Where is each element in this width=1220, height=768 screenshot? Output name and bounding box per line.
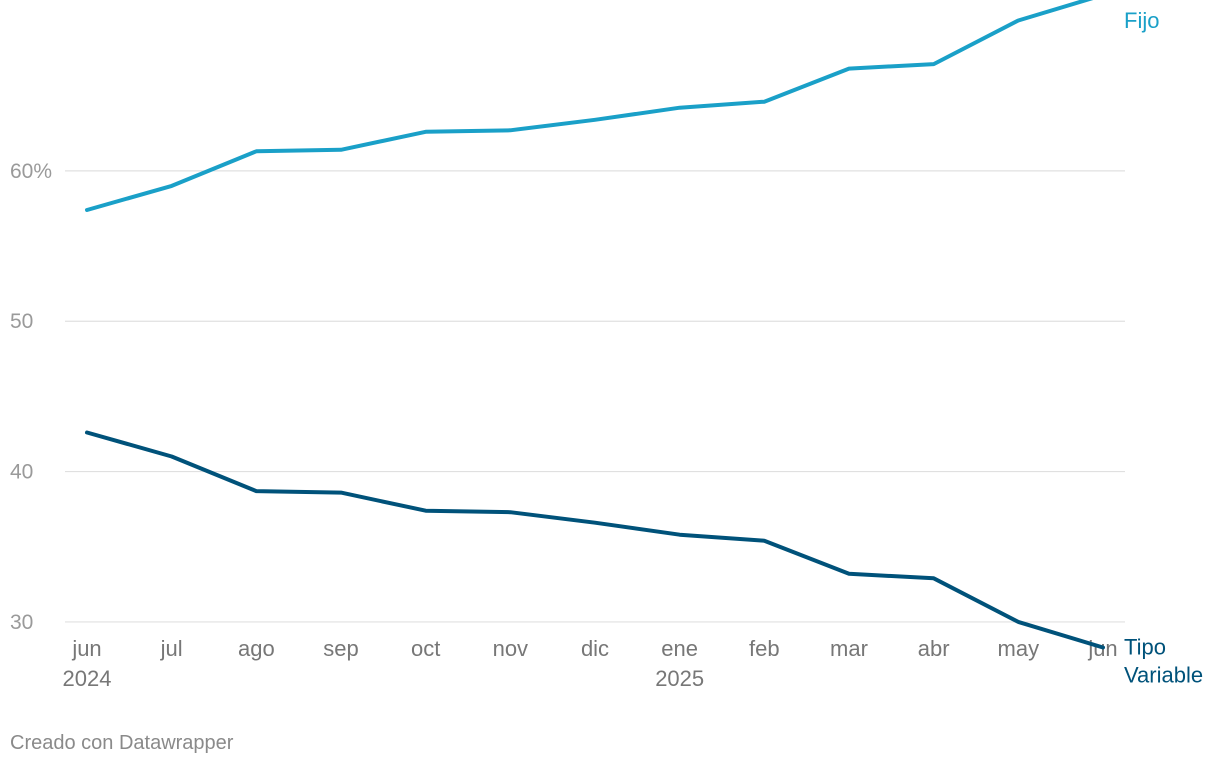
x-tick-label: feb [749,636,780,661]
x-tick-label: dic [581,636,609,661]
y-tick-label: 60% [10,160,52,183]
series-labels: Fijo Tipo Variable [1124,8,1203,687]
line-chart: 30 40 50 60% jun 2024 jul ago sep oct nov dic ene 20… [10,0,1203,691]
x-axis: jun 2024 jul ago sep oct nov dic ene 2025 feb mar ab… [63,636,1118,691]
x-tick-label: abr [918,636,950,661]
credit-footer: Creado con Datawrapper [10,732,234,754]
y-tick-label: 30 [10,611,33,634]
y-tick-label: 50 [10,310,33,333]
x-tick-label: sep [323,636,358,661]
x-tick-label: nov [493,636,528,661]
x-year-label: 2024 [63,666,112,691]
y-axis: 30 40 50 60% [10,160,52,634]
series-line-1 [85,430,1105,650]
series-lines [85,0,1105,650]
x-tick-label: jun [71,636,101,661]
x-tick-label: ene [661,636,698,661]
x-tick-label: jul [160,636,183,661]
series-label: Tipo [1124,634,1166,659]
x-tick-label: mar [830,636,868,661]
x-year-label: 2025 [655,666,704,691]
x-tick-label: ago [238,636,275,661]
x-tick-label: may [998,636,1040,661]
series-label: Fijo [1124,8,1159,33]
y-tick-label: 40 [10,461,33,484]
series-line-0 [85,0,1094,212]
x-tick-label: oct [411,636,440,661]
gridlines [65,170,1125,623]
series-label: Variable [1124,662,1203,687]
